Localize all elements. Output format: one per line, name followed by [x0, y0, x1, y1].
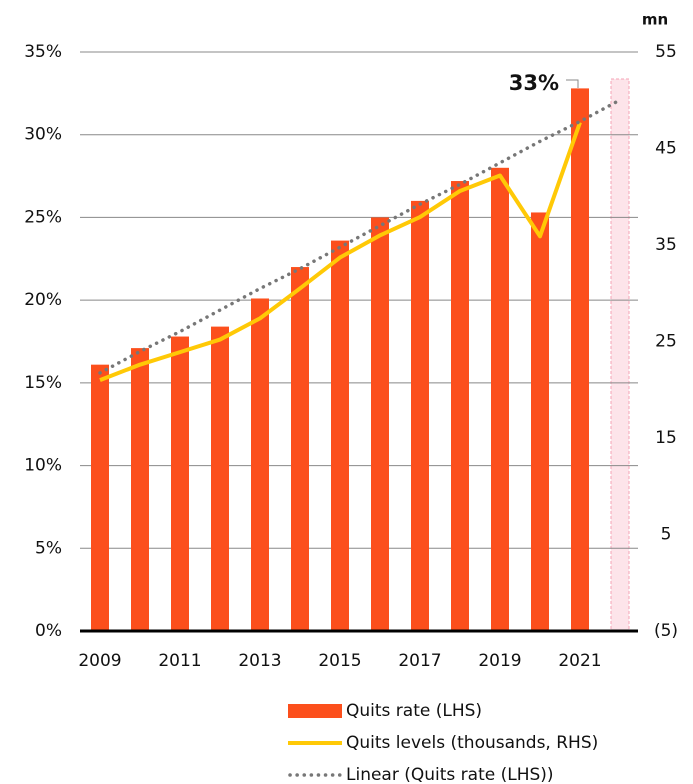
legend-label: Linear (Quits rate (LHS)) [346, 765, 554, 784]
bar [171, 336, 189, 631]
y2-tick-label: 15 [655, 428, 677, 448]
y-tick-label: 0% [35, 621, 62, 641]
bar [571, 88, 589, 631]
x-tick-label: 2015 [318, 651, 361, 671]
y2-tick-label: 25 [655, 332, 677, 352]
y2-tick-label: 45 [655, 139, 677, 159]
y2-tick-label: (5) [654, 621, 678, 641]
bar [251, 298, 269, 631]
bar [91, 364, 109, 631]
y2-axis-label: mn [642, 11, 668, 29]
legend-label: Quits rate (LHS) [346, 701, 482, 721]
x-tick-label: 2019 [478, 651, 521, 671]
y-tick-label: 5% [35, 538, 62, 558]
y2-tick-label: 55 [655, 42, 677, 62]
y2-tick-label: 5 [661, 525, 672, 545]
annotation-leader [566, 79, 579, 88]
bar [291, 267, 309, 631]
y-tick-label: 25% [24, 207, 62, 227]
x-tick-label: 2013 [238, 651, 281, 671]
legend-swatch [288, 704, 342, 718]
x-tick-label: 2011 [158, 651, 201, 671]
y-tick-label: 30% [24, 125, 62, 145]
bar [491, 167, 509, 632]
y-tick-label: 15% [24, 373, 62, 393]
bar [331, 240, 349, 632]
y2-tick-label: 35 [655, 235, 677, 255]
x-tick-label: 2021 [558, 651, 601, 671]
y-tick-label: 35% [24, 42, 62, 62]
y-tick-label: 20% [24, 290, 62, 310]
x-tick-label: 2017 [398, 651, 441, 671]
line [99, 121, 582, 382]
bar [531, 212, 549, 632]
bar [131, 348, 149, 631]
bar [451, 181, 469, 631]
annotation: 33% [509, 71, 559, 95]
bar [211, 326, 229, 631]
y-tick-label: 10% [24, 456, 62, 476]
bar [371, 217, 389, 631]
bar [411, 200, 429, 631]
x-tick-label: 2009 [78, 651, 121, 671]
line [98, 98, 622, 375]
legend-label: Quits levels (thousands, RHS) [346, 733, 598, 753]
